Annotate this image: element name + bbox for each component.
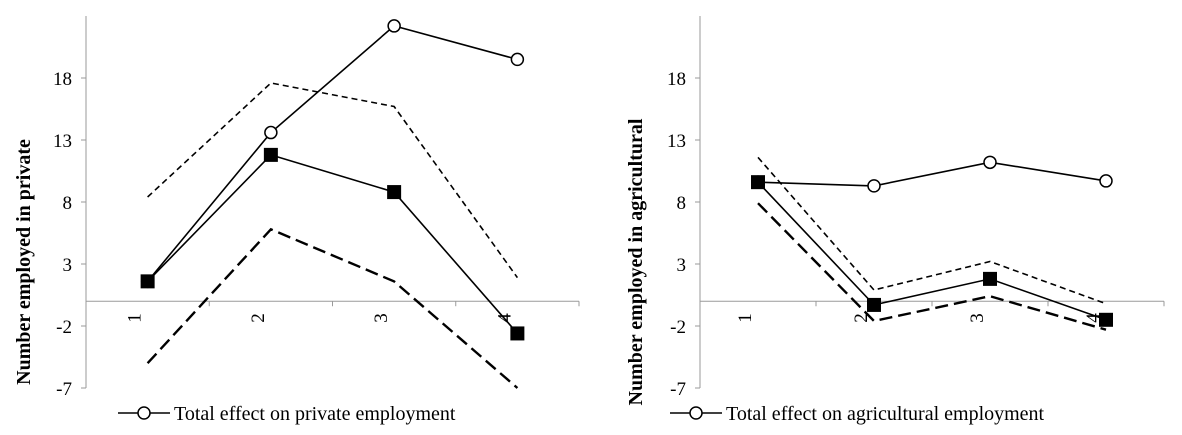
filled-square-point xyxy=(983,271,997,286)
y-tick-label: 13 xyxy=(667,131,686,152)
filled-square-point xyxy=(263,147,278,162)
y-axis-title: Number employed in agricultural xyxy=(625,118,647,405)
series-short-dash xyxy=(147,82,519,279)
filled-square-point xyxy=(387,185,402,200)
open-circle-point xyxy=(264,125,278,140)
series-open-circle-solid xyxy=(751,155,1113,193)
y-tick-label: 18 xyxy=(53,69,72,90)
series-line xyxy=(147,153,519,334)
open-circle-point xyxy=(1099,174,1113,188)
y-axis-title: Number employed in private xyxy=(13,139,35,385)
x-tick-label: 2 xyxy=(851,313,872,323)
filled-square-point xyxy=(140,274,155,289)
series-line xyxy=(757,156,1107,305)
series-line xyxy=(757,181,1107,321)
series-filled-square-solid xyxy=(751,175,1113,327)
series-line xyxy=(757,202,1107,331)
series-line xyxy=(757,161,1107,187)
legend-label: Total effect on agricultural employment xyxy=(726,403,1045,425)
x-tick-label: 4 xyxy=(1083,313,1104,323)
open-circle-point xyxy=(867,179,881,193)
series-short-dash xyxy=(757,156,1107,305)
x-tick-label: 3 xyxy=(967,313,988,323)
legend-entry: Total effect on agricultural employment xyxy=(670,403,1045,425)
open-circle-point xyxy=(387,19,401,33)
legend-marker xyxy=(689,406,703,420)
open-circle-point xyxy=(510,52,525,67)
filled-square-point xyxy=(867,297,881,312)
y-tick-label: 18 xyxy=(667,69,686,90)
y-tick-label: 3 xyxy=(63,255,73,276)
series-open-circle-solid xyxy=(140,19,525,289)
series-line xyxy=(146,25,518,282)
y-tick-label: 8 xyxy=(63,193,73,214)
filled-square-point xyxy=(751,175,765,190)
x-tick-label: 2 xyxy=(248,313,269,323)
series-filled-square-solid xyxy=(140,147,525,341)
open-circle-point xyxy=(983,155,997,170)
filled-square-point xyxy=(1099,312,1113,327)
y-tick-label: -2 xyxy=(670,317,686,338)
series-line xyxy=(146,227,519,389)
legend-marker xyxy=(137,406,151,420)
legend-label: Total effect on private employment xyxy=(174,403,456,425)
filled-square-point xyxy=(510,326,525,341)
x-tick-label: 1 xyxy=(735,313,756,323)
y-tick-label: 3 xyxy=(677,255,687,276)
y-tick-label: 13 xyxy=(53,131,72,152)
legend-entry: Total effect on private employment xyxy=(118,403,456,425)
chart-panel-2: -7 -2 3 8 13 18 1 2 3 4 Number employed in agricul… xyxy=(625,16,1165,425)
series-long-dash xyxy=(146,227,519,389)
x-tick-label: 3 xyxy=(371,313,392,323)
y-tick-label: 8 xyxy=(677,193,687,214)
chart-panel-1: -7 -2 3 8 13 18 1 2 3 4 Number employed in private… xyxy=(13,16,580,425)
x-tick-label: 4 xyxy=(494,313,515,323)
y-tick-label: -7 xyxy=(56,379,72,400)
y-tick-label: -2 xyxy=(56,317,72,338)
y-tick-label: -7 xyxy=(670,379,686,400)
x-tick-label: 1 xyxy=(125,313,146,323)
series-long-dash xyxy=(757,202,1107,331)
series-line xyxy=(147,82,519,279)
